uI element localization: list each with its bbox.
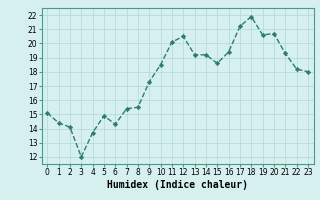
X-axis label: Humidex (Indice chaleur): Humidex (Indice chaleur) <box>107 180 248 190</box>
